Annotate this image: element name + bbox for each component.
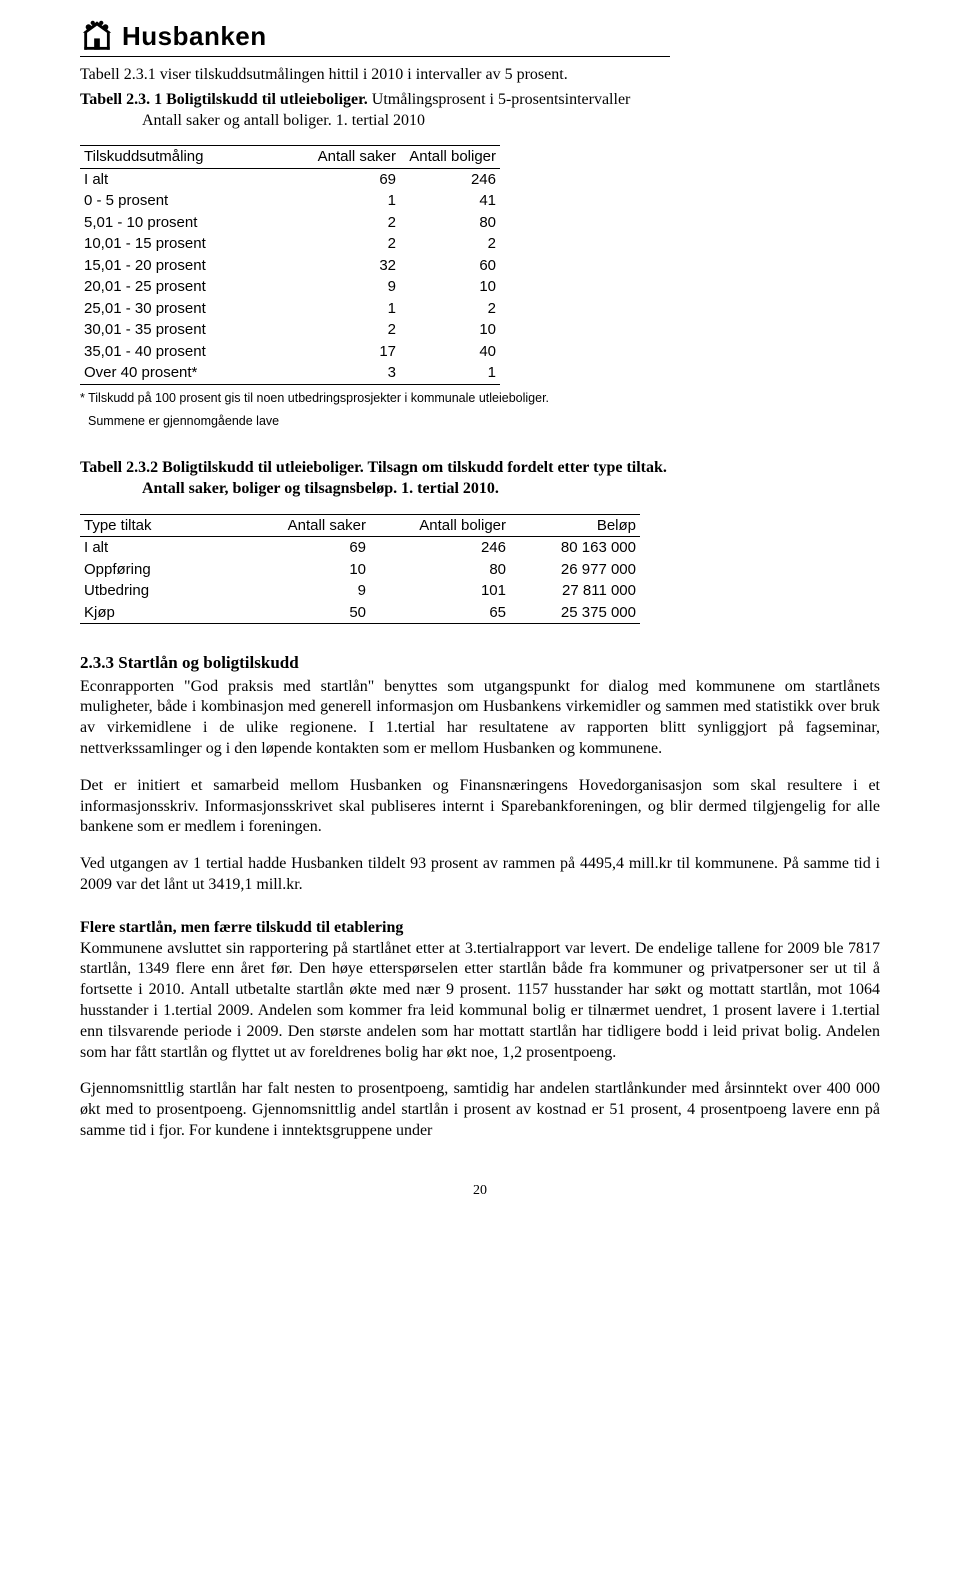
paragraph: Econrapporten "God praksis med startlån"… [80,677,880,760]
brand-name: Husbanken [122,20,267,54]
table2-section: Tabell 2.3.2 Boligtilskudd til utleiebol… [80,458,880,624]
table-row: Kjøp506525 375 000 [80,602,640,624]
paragraph: Ved utgangen av 1 tertial hadde Husbanke… [80,854,880,896]
paragraph: Kommunene avsluttet sin rapportering på … [80,939,880,1064]
table1-caption-line2: Antall saker og antall boliger. 1. terti… [142,111,880,132]
brand-header: Husbanken [80,20,670,57]
table1-h0: Tilskuddsutmåling [80,146,280,169]
table1-caption: Tabell 2.3. 1 Boligtilskudd til utleiebo… [80,90,880,132]
table-row: 5,01 - 10 prosent280 [80,212,500,234]
subheading-flere-startlan: Flere startlån, men færre tilskudd til e… [80,918,880,939]
table-tilskuddsutmaling: Tilskuddsutmåling Antall saker Antall bo… [80,145,500,385]
table-row: 10,01 - 15 prosent22 [80,233,500,255]
table-row: Over 40 prosent*31 [80,362,500,384]
table-row: 35,01 - 40 prosent1740 [80,341,500,363]
table-row: 0 - 5 prosent141 [80,190,500,212]
table2-caption: Tabell 2.3.2 Boligtilskudd til utleiebol… [80,458,880,500]
table1-h1: Antall saker [280,146,400,169]
intro-paragraph: Tabell 2.3.1 viser tilskuddsutmålingen h… [80,65,880,86]
table1-caption-tail: Utmålingsprosent i 5-prosentsintervaller [368,91,631,108]
table-type-tiltak: Type tiltak Antall saker Antall boliger … [80,514,640,625]
table1-caption-bold: Tabell 2.3. 1 Boligtilskudd til utleiebo… [80,91,368,108]
table-row: I alt69246 [80,168,500,190]
table2-h2: Antall boliger [370,514,510,537]
table-row: 15,01 - 20 prosent3260 [80,255,500,277]
table1-h2: Antall boliger [400,146,500,169]
table2-h0: Type tiltak [80,514,240,537]
paragraph: Gjennomsnittlig startlån har falt nesten… [80,1079,880,1141]
table-row: 20,01 - 25 prosent910 [80,276,500,298]
table-row: 30,01 - 35 prosent210 [80,319,500,341]
paragraph: Det er initiert et samarbeid mellom Husb… [80,776,880,838]
table1-footnote1: * Tilskudd på 100 prosent gis til noen u… [80,389,880,408]
heading-233: 2.3.3 Startlån og boligtilskudd [80,652,880,674]
table2-h3: Beløp [510,514,640,537]
section-233: 2.3.3 Startlån og boligtilskudd Econrapp… [80,652,880,1141]
table-row: Oppføring108026 977 000 [80,559,640,581]
table2-h1: Antall saker [240,514,370,537]
husbanken-logo-icon [80,20,114,54]
table2-caption-bold: Tabell 2.3.2 Boligtilskudd til utleiebol… [80,459,667,476]
page-number: 20 [80,1182,880,1200]
table1-header-row: Tilskuddsutmåling Antall saker Antall bo… [80,146,500,169]
table1-footnote2: Summene er gjennomgående lave [88,412,880,431]
table2-caption-line2: Antall saker, boliger og tilsagnsbeløp. … [142,479,880,500]
table-row: 25,01 - 30 prosent12 [80,298,500,320]
table-row: Utbedring910127 811 000 [80,580,640,602]
table-row: I alt6924680 163 000 [80,537,640,559]
table2-header-row: Type tiltak Antall saker Antall boliger … [80,514,640,537]
